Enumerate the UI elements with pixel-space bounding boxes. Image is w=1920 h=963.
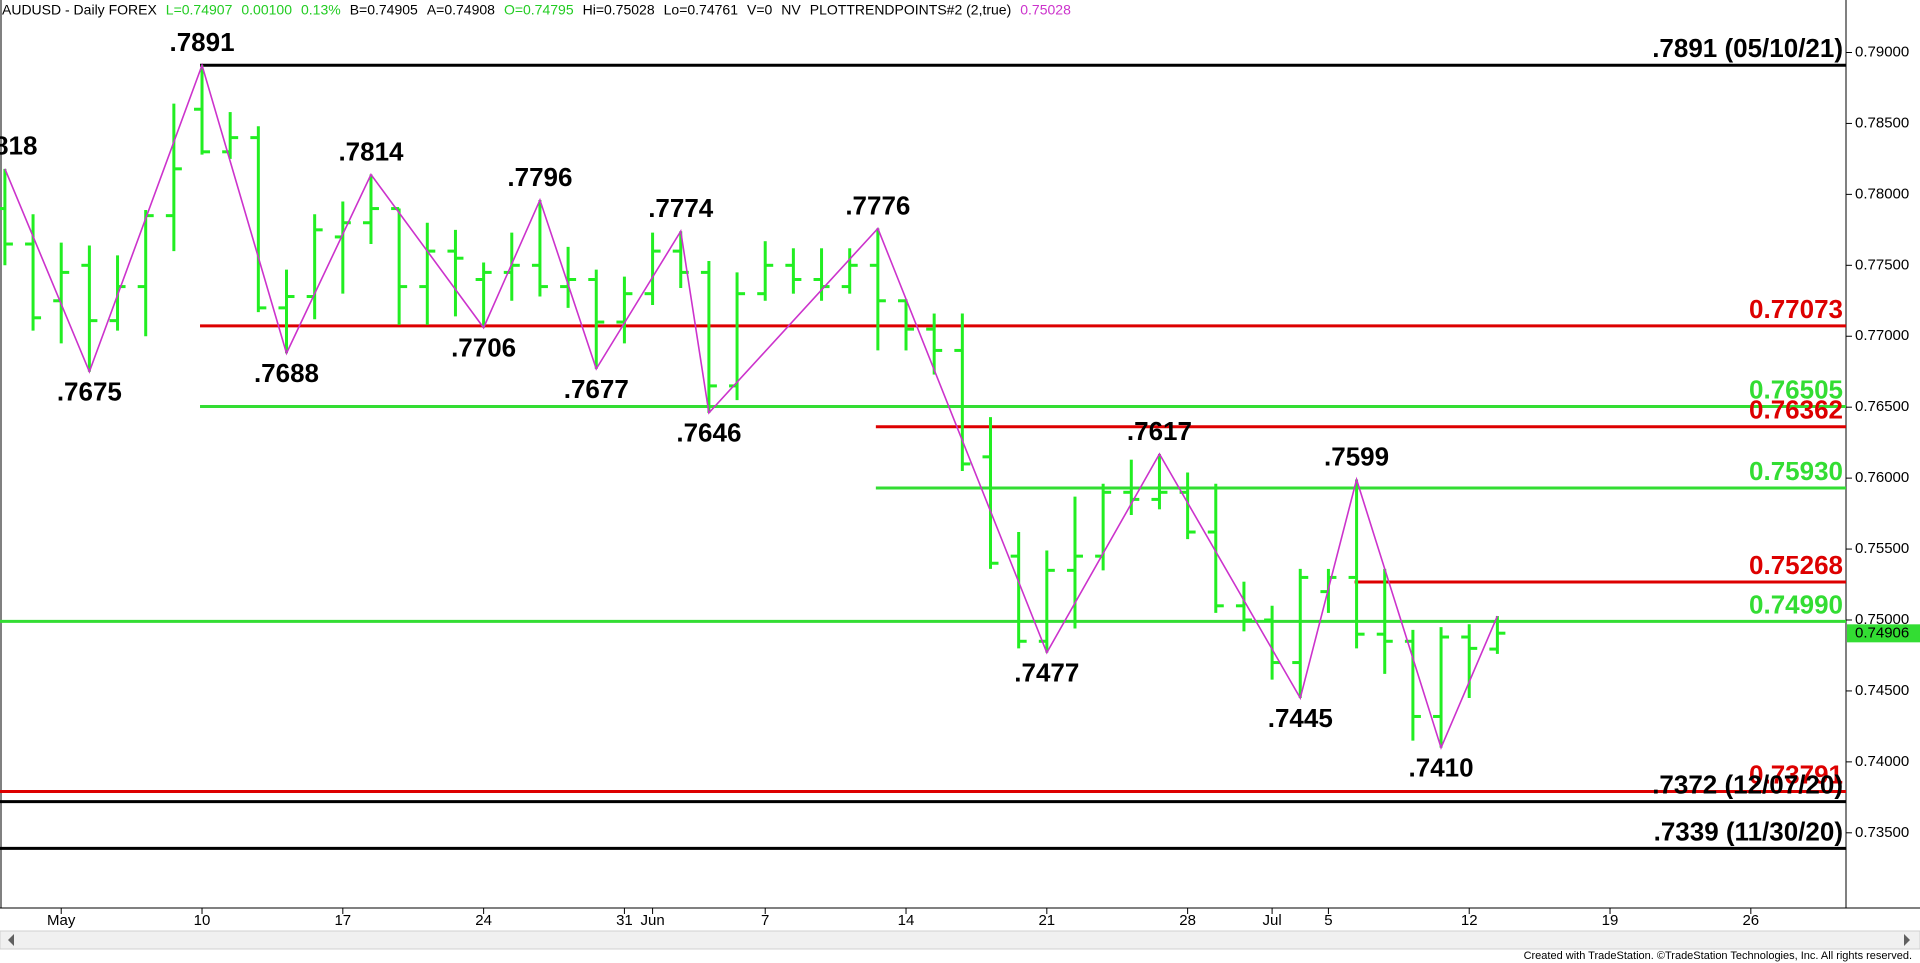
- level-label: 0.77073: [1749, 294, 1843, 324]
- y-tick-label: 0.74500: [1855, 682, 1909, 699]
- header-field: PLOTTRENDPOINTS#2 (2,true): [810, 2, 1012, 18]
- y-tick-label: 0.77000: [1855, 327, 1909, 344]
- y-tick-label: 0.75000: [1855, 611, 1909, 628]
- pivot-label: .7677: [564, 374, 629, 404]
- y-tick-label: 0.73500: [1855, 824, 1909, 841]
- pivot-label: .7891: [169, 27, 234, 57]
- x-tick-label: 17: [334, 912, 351, 929]
- x-tick-label: 19: [1602, 912, 1619, 929]
- header-field: 0.13%: [301, 2, 341, 18]
- y-tick-label: 0.74000: [1855, 753, 1909, 770]
- footer: Created with TradeStation. ©TradeStation…: [1524, 950, 1912, 962]
- y-tick-label: 0.78500: [1855, 114, 1909, 131]
- x-tick-label: Jun: [640, 912, 664, 929]
- pivot-label: .7688: [254, 358, 319, 388]
- ohlc-bars: [0, 65, 1506, 748]
- x-tick-label: 21: [1038, 912, 1055, 929]
- pivot-label: .7774: [648, 193, 714, 223]
- pivot-label: .7617: [1127, 416, 1192, 446]
- pivot-label: .7599: [1324, 441, 1389, 471]
- pivot-label: .7814: [338, 136, 404, 166]
- level-label: 0.75930: [1749, 456, 1843, 486]
- pivot-label: .7776: [845, 190, 910, 220]
- level-label: 0.75268: [1749, 550, 1843, 580]
- y-tick-label: 0.79000: [1855, 43, 1909, 60]
- pivot-label: .7410: [1409, 753, 1474, 783]
- x-tick-label: 5: [1324, 912, 1332, 929]
- pivot-label: .7796: [507, 162, 572, 192]
- scroll-right-arrow[interactable]: [1904, 934, 1910, 946]
- level-label: .7891 (05/10/21): [1652, 33, 1843, 63]
- header-field: V=0: [747, 2, 773, 18]
- x-tick-label: 12: [1461, 912, 1478, 929]
- last-price-label: 0.74906: [1855, 624, 1909, 641]
- header-field: O=0.74795: [504, 2, 574, 18]
- level-label: 0.73791: [1749, 759, 1843, 789]
- x-tick-label: Jul: [1263, 912, 1282, 929]
- level-label: 0.74990: [1749, 589, 1843, 619]
- header-field: AUDUSD - Daily FOREX: [2, 2, 157, 18]
- header-field: L=0.74907: [166, 2, 233, 18]
- x-tick-label: 24: [475, 912, 492, 929]
- x-tick-label: May: [47, 912, 76, 929]
- pivot-label: .7706: [451, 333, 516, 363]
- scrollbar[interactable]: [0, 930, 1920, 950]
- x-tick-label: 31: [616, 912, 633, 929]
- level-label: 0.76505: [1749, 374, 1843, 404]
- level-label: .7372 (12/07/20): [1652, 769, 1843, 799]
- x-tick-label: 26: [1742, 912, 1759, 929]
- y-tick-label: 0.75500: [1855, 540, 1909, 557]
- y-tick-label: 0.76000: [1855, 469, 1909, 486]
- header-field: Lo=0.74761: [664, 2, 739, 18]
- pivot-label: .7675: [57, 377, 122, 407]
- scroll-track[interactable]: [0, 930, 1920, 950]
- x-tick-label: 7: [761, 912, 769, 929]
- pivot-label: .7445: [1268, 703, 1333, 733]
- last-price-box: [1847, 624, 1920, 643]
- header-field: A=0.74908: [427, 2, 495, 18]
- header-field: B=0.74905: [350, 2, 418, 18]
- pivot-label: .7477: [1014, 658, 1079, 688]
- level-label: 0.76362: [1749, 395, 1843, 425]
- x-tick-label: 10: [194, 912, 211, 929]
- y-tick-label: 0.78000: [1855, 185, 1909, 202]
- trend-zigzag: [4, 62, 1499, 750]
- y-tick-label: 0.76500: [1855, 398, 1909, 415]
- header-field: Hi=0.75028: [583, 2, 655, 18]
- level-label: .7339 (11/30/20): [1654, 816, 1843, 846]
- header-field: 0.00100: [241, 2, 292, 18]
- header-field: 0.75028: [1020, 2, 1071, 18]
- pivot-label: .7646: [676, 418, 741, 448]
- x-tick-label: 28: [1179, 912, 1196, 929]
- x-tick-label: 14: [898, 912, 915, 929]
- pivot-label: .7818: [0, 131, 37, 161]
- header-field: NV: [781, 2, 801, 18]
- scroll-left-arrow[interactable]: [8, 934, 14, 946]
- y-tick-label: 0.77500: [1855, 256, 1909, 273]
